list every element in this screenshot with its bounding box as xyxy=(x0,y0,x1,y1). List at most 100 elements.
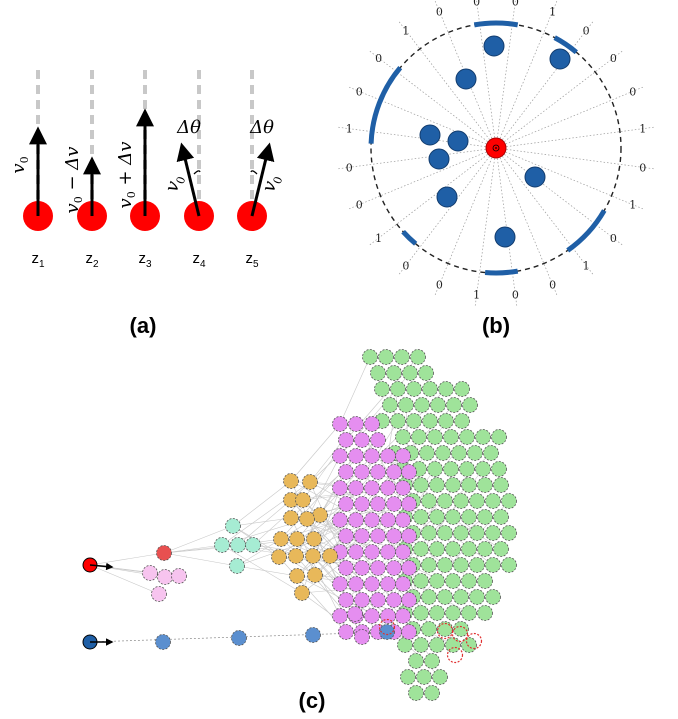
sensor-ray xyxy=(368,147,497,246)
sensor-ray xyxy=(495,20,594,149)
green-node xyxy=(451,445,467,461)
green-node xyxy=(429,541,445,557)
orange-node xyxy=(302,474,318,490)
sensor-bit-label: 1 xyxy=(375,232,382,245)
green-node xyxy=(422,381,438,397)
magenta-node xyxy=(395,544,411,560)
green-node xyxy=(427,461,443,477)
tree-edge xyxy=(290,423,341,482)
green-node xyxy=(445,605,461,621)
tree-edge xyxy=(163,552,238,567)
sensor-bit-label: 0 xyxy=(346,161,353,174)
green-node xyxy=(413,509,429,525)
green-node xyxy=(461,541,477,557)
sensor-ray xyxy=(495,126,655,149)
green-node xyxy=(477,509,493,525)
sensor-ray xyxy=(495,147,624,246)
detection-arc xyxy=(473,20,519,28)
magenta-node xyxy=(395,448,411,464)
green-node xyxy=(427,429,443,445)
tree-edge xyxy=(314,574,356,615)
angle-label: Δθ xyxy=(176,117,201,138)
state-label: z4 xyxy=(192,250,206,270)
orange-node xyxy=(273,531,289,547)
detection-arc xyxy=(401,229,418,246)
sensor-bit-label: 0 xyxy=(629,85,636,98)
magenta-node xyxy=(364,608,380,624)
tree-edge xyxy=(236,565,298,577)
obstacle-circle xyxy=(436,186,458,208)
magenta-node xyxy=(401,592,417,608)
green-node xyxy=(445,477,461,493)
magenta-node xyxy=(338,592,354,608)
blue-node xyxy=(305,627,321,643)
sensor-bit-label: 1 xyxy=(583,259,590,272)
magenta-node xyxy=(364,480,380,496)
panel-b-label: (b) xyxy=(482,313,510,338)
orange-node xyxy=(288,548,304,564)
teal-node xyxy=(214,537,230,553)
magenta-node xyxy=(386,528,402,544)
magenta-node xyxy=(380,544,396,560)
green-node xyxy=(443,461,459,477)
green-node xyxy=(445,637,461,653)
green-node xyxy=(438,413,454,429)
sensor-bit-label: 1 xyxy=(549,5,556,18)
velocity-label: v0 xyxy=(258,172,285,195)
green-node xyxy=(477,605,493,621)
green-node xyxy=(421,557,437,573)
green-node xyxy=(413,605,429,621)
orange-node xyxy=(299,511,315,527)
magenta-node xyxy=(380,576,396,592)
green-node xyxy=(421,493,437,509)
magenta-node xyxy=(370,496,386,512)
velocity-arrow xyxy=(176,142,201,217)
sensor-bit-label: 0 xyxy=(512,0,519,8)
green-node xyxy=(461,509,477,525)
green-node xyxy=(429,477,445,493)
velocity-label: v0 − Δv xyxy=(62,147,85,214)
tree-edge xyxy=(339,356,371,425)
green-node xyxy=(453,493,469,509)
magenta-node xyxy=(354,629,370,645)
magenta-node xyxy=(364,416,380,432)
panel-a-label: (a) xyxy=(130,313,157,338)
state-label: z1 xyxy=(31,250,45,270)
green-node xyxy=(459,429,475,445)
orange-node xyxy=(312,507,328,523)
sensor-bit-label: 0 xyxy=(610,232,617,245)
magenta-node xyxy=(332,608,348,624)
magenta-node xyxy=(380,480,396,496)
sensor-ray xyxy=(495,0,558,149)
green-node xyxy=(437,493,453,509)
green-node xyxy=(382,397,398,413)
green-node xyxy=(469,589,485,605)
sensor-ray xyxy=(348,147,497,210)
magenta-node xyxy=(354,464,370,480)
orange-node xyxy=(307,567,323,583)
green-node xyxy=(394,349,410,365)
tree-edge xyxy=(221,544,303,594)
magenta-node xyxy=(364,512,380,528)
green-node xyxy=(453,525,469,541)
velocity-label: v0 xyxy=(8,156,31,173)
green-node xyxy=(445,509,461,525)
pink-node xyxy=(142,565,158,581)
green-node xyxy=(461,477,477,493)
magenta-node xyxy=(370,592,386,608)
green-node xyxy=(429,509,445,525)
magenta-node xyxy=(380,608,396,624)
sensor-ray xyxy=(398,147,497,276)
green-node xyxy=(467,445,483,461)
velocity-label: v0 + Δv xyxy=(115,142,138,209)
teal-node xyxy=(225,518,241,534)
magenta-node xyxy=(386,560,402,576)
green-node xyxy=(501,525,517,541)
teal-node xyxy=(229,558,245,574)
magenta-node xyxy=(348,480,364,496)
sensor-ray xyxy=(434,0,497,149)
pink-node xyxy=(171,568,187,584)
magenta-node xyxy=(401,624,417,640)
obstacle-circle xyxy=(483,35,505,57)
orange-node xyxy=(294,585,310,601)
